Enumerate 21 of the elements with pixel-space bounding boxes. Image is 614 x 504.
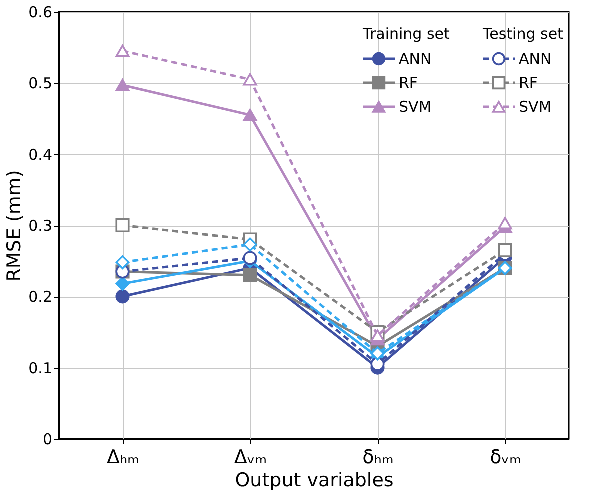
legend-label: RF <box>399 74 418 92</box>
annotation: Testing set <box>482 25 564 43</box>
legend-label: ANN <box>399 50 432 68</box>
y-tick-label: 0.4 <box>28 146 52 164</box>
y-tick-label: 0.3 <box>28 217 52 235</box>
y-tick-label: 0.6 <box>28 4 52 22</box>
legend-label: ANN <box>519 50 552 68</box>
x-tick-label: Δᵥₘ <box>234 446 268 468</box>
x-tick-label: δᵥₘ <box>490 446 522 468</box>
legend-label: SVM <box>399 98 432 116</box>
legend-label: SVM <box>519 98 552 116</box>
x-axis-title: Output variables <box>235 470 394 492</box>
y-tick-label: 0.5 <box>28 74 52 93</box>
x-tick-label: δₕₘ <box>362 446 394 468</box>
y-tick-label: 0.2 <box>28 288 52 306</box>
y-tick-label: 0.1 <box>28 359 52 378</box>
legend-title: Training set <box>362 25 450 43</box>
y-axis-title: RMSE (mm) <box>4 170 26 282</box>
x-tick-label: Δₕₘ <box>106 446 140 468</box>
legend-label: RF <box>519 74 538 92</box>
y-tick-label: 0 <box>42 430 52 448</box>
